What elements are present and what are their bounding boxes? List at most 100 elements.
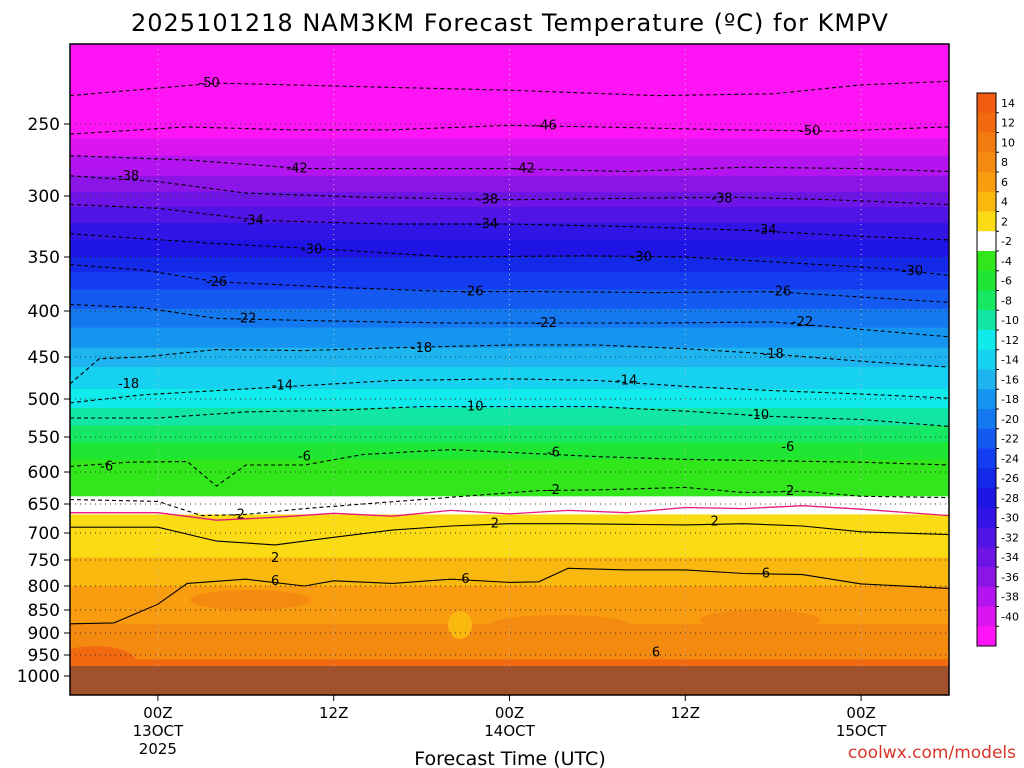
colorbar-swatch: [977, 389, 996, 410]
temperature-band: [70, 155, 949, 177]
warm-pocket: [190, 590, 310, 610]
contour-label: 2: [491, 517, 499, 532]
contour-label: 2: [710, 514, 718, 529]
colorbar-swatch: [977, 507, 996, 528]
isotherm-line: [70, 233, 949, 276]
y-tick-label: 700: [28, 524, 60, 544]
temperature-band: [70, 206, 949, 224]
isotherm-line: [70, 567, 949, 625]
colorbar-label: 8: [1001, 156, 1008, 169]
colorbar-swatch: [977, 567, 996, 588]
y-tick-label: 250: [28, 115, 60, 135]
colorbar-swatch: [977, 488, 996, 509]
contour-label: -18: [118, 377, 139, 392]
x-tick-label: 00Z: [143, 704, 172, 722]
y-axis-ticks: 250 300 350 400 450 500 550 600 650 700 750 800 850 9…: [17, 115, 70, 687]
contour-label: -14: [616, 374, 637, 389]
credit-link[interactable]: coolwx.com/models: [848, 743, 1016, 763]
temperature-band: [70, 442, 949, 461]
isotherm-line: [70, 155, 949, 173]
colorbar-swatch: [977, 93, 996, 114]
contour-label: -26: [206, 275, 227, 290]
temperature-band: [70, 496, 949, 516]
colorbar-label: -10: [1001, 314, 1019, 327]
isotherm-line: [70, 175, 949, 206]
colorbar-label: 10: [1001, 136, 1015, 149]
colorbar-label: -32: [1001, 531, 1019, 544]
colorbar-label: -8: [1001, 294, 1012, 307]
colorbar-label: -24: [1001, 452, 1019, 465]
contour-label: -22: [235, 311, 256, 326]
contour-label: -38: [477, 193, 498, 208]
contour-label: -26: [770, 285, 791, 300]
y-tick-label: 950: [28, 646, 60, 666]
colorbar-label: -30: [1001, 512, 1019, 525]
colorbar-label: 4: [1001, 196, 1008, 209]
x-tick-label: 14OCT: [484, 722, 535, 740]
warm-pocket: [490, 615, 630, 635]
colorbar-label: -20: [1001, 413, 1019, 426]
colorbar-swatch: [977, 251, 996, 272]
y-tick-label: 850: [28, 601, 60, 621]
colorbar-label: 14: [1001, 97, 1015, 110]
isotherm-line: [70, 378, 949, 404]
isotherm-line: [70, 523, 949, 546]
colorbar-swatch: [977, 448, 996, 469]
isotherm-line: [70, 505, 949, 521]
temperature-band: [70, 222, 949, 241]
colorbar-label: -4: [1001, 255, 1012, 268]
y-tick-label: 400: [28, 302, 60, 322]
x-tick-label: 12Z: [671, 704, 700, 722]
contour-label: -34: [755, 223, 776, 238]
x-tick-label: 12Z: [319, 704, 348, 722]
contour-label: 2: [271, 551, 279, 566]
colorbar-label: -14: [1001, 354, 1019, 367]
contour-label: -50: [799, 124, 820, 139]
contour-label: -18: [411, 341, 432, 356]
colorbar-swatch: [977, 290, 996, 311]
colorbar-swatch: [977, 527, 996, 548]
colorbar-label: 6: [1001, 176, 1008, 189]
temperature-band: [70, 514, 949, 559]
colorbar-label: 2: [1001, 215, 1008, 228]
colorbar-swatch: [977, 270, 996, 291]
colorbar-swatch: [977, 428, 996, 449]
colorbar-label: -16: [1001, 373, 1019, 386]
contour-label: 6: [271, 574, 279, 589]
grid-lines: [70, 44, 949, 695]
colorbar-label: -34: [1001, 551, 1019, 564]
contour-label: -50: [199, 76, 220, 91]
contour-label: 6: [762, 567, 770, 582]
temperature-band: [70, 327, 949, 349]
isotherm-line: [70, 486, 949, 517]
colorbar-label: -38: [1001, 591, 1019, 604]
temperature-band: [70, 239, 949, 258]
contour-label: -38: [118, 169, 139, 184]
colorbar-swatch: [977, 132, 996, 153]
contour-label: -42: [514, 162, 535, 177]
colorbar-swatch: [977, 112, 996, 133]
ground-surface: [70, 666, 949, 695]
colorbar-label: -26: [1001, 472, 1019, 485]
colorbar-label: -2: [1001, 235, 1012, 248]
temperature-bands: [70, 44, 949, 695]
temperature-band: [70, 459, 949, 498]
temperature-band: [70, 347, 949, 369]
colorbar: 14 12 10 8 6 4 2 -2 -4 -6 -8 -10 -12 -14 -16 -18 -20 -22 -…: [976, 92, 1019, 647]
colorbar-swatch: [977, 349, 996, 370]
contour-label: -34: [243, 213, 264, 228]
x-tick-label: 2025: [139, 740, 177, 758]
contour-label: 6: [461, 572, 469, 587]
contour-label: -22: [536, 316, 557, 331]
contour-label: -14: [272, 379, 293, 394]
y-tick-label: 800: [28, 577, 60, 597]
colorbar-swatch: [977, 547, 996, 568]
contour-label: -42: [286, 162, 307, 177]
contour-label: -34: [477, 217, 498, 232]
isotherm-contours: [70, 80, 949, 625]
x-tick-label: 00Z: [495, 704, 524, 722]
colorbar-label: -36: [1001, 571, 1019, 584]
colorbar-swatch: [977, 152, 996, 173]
